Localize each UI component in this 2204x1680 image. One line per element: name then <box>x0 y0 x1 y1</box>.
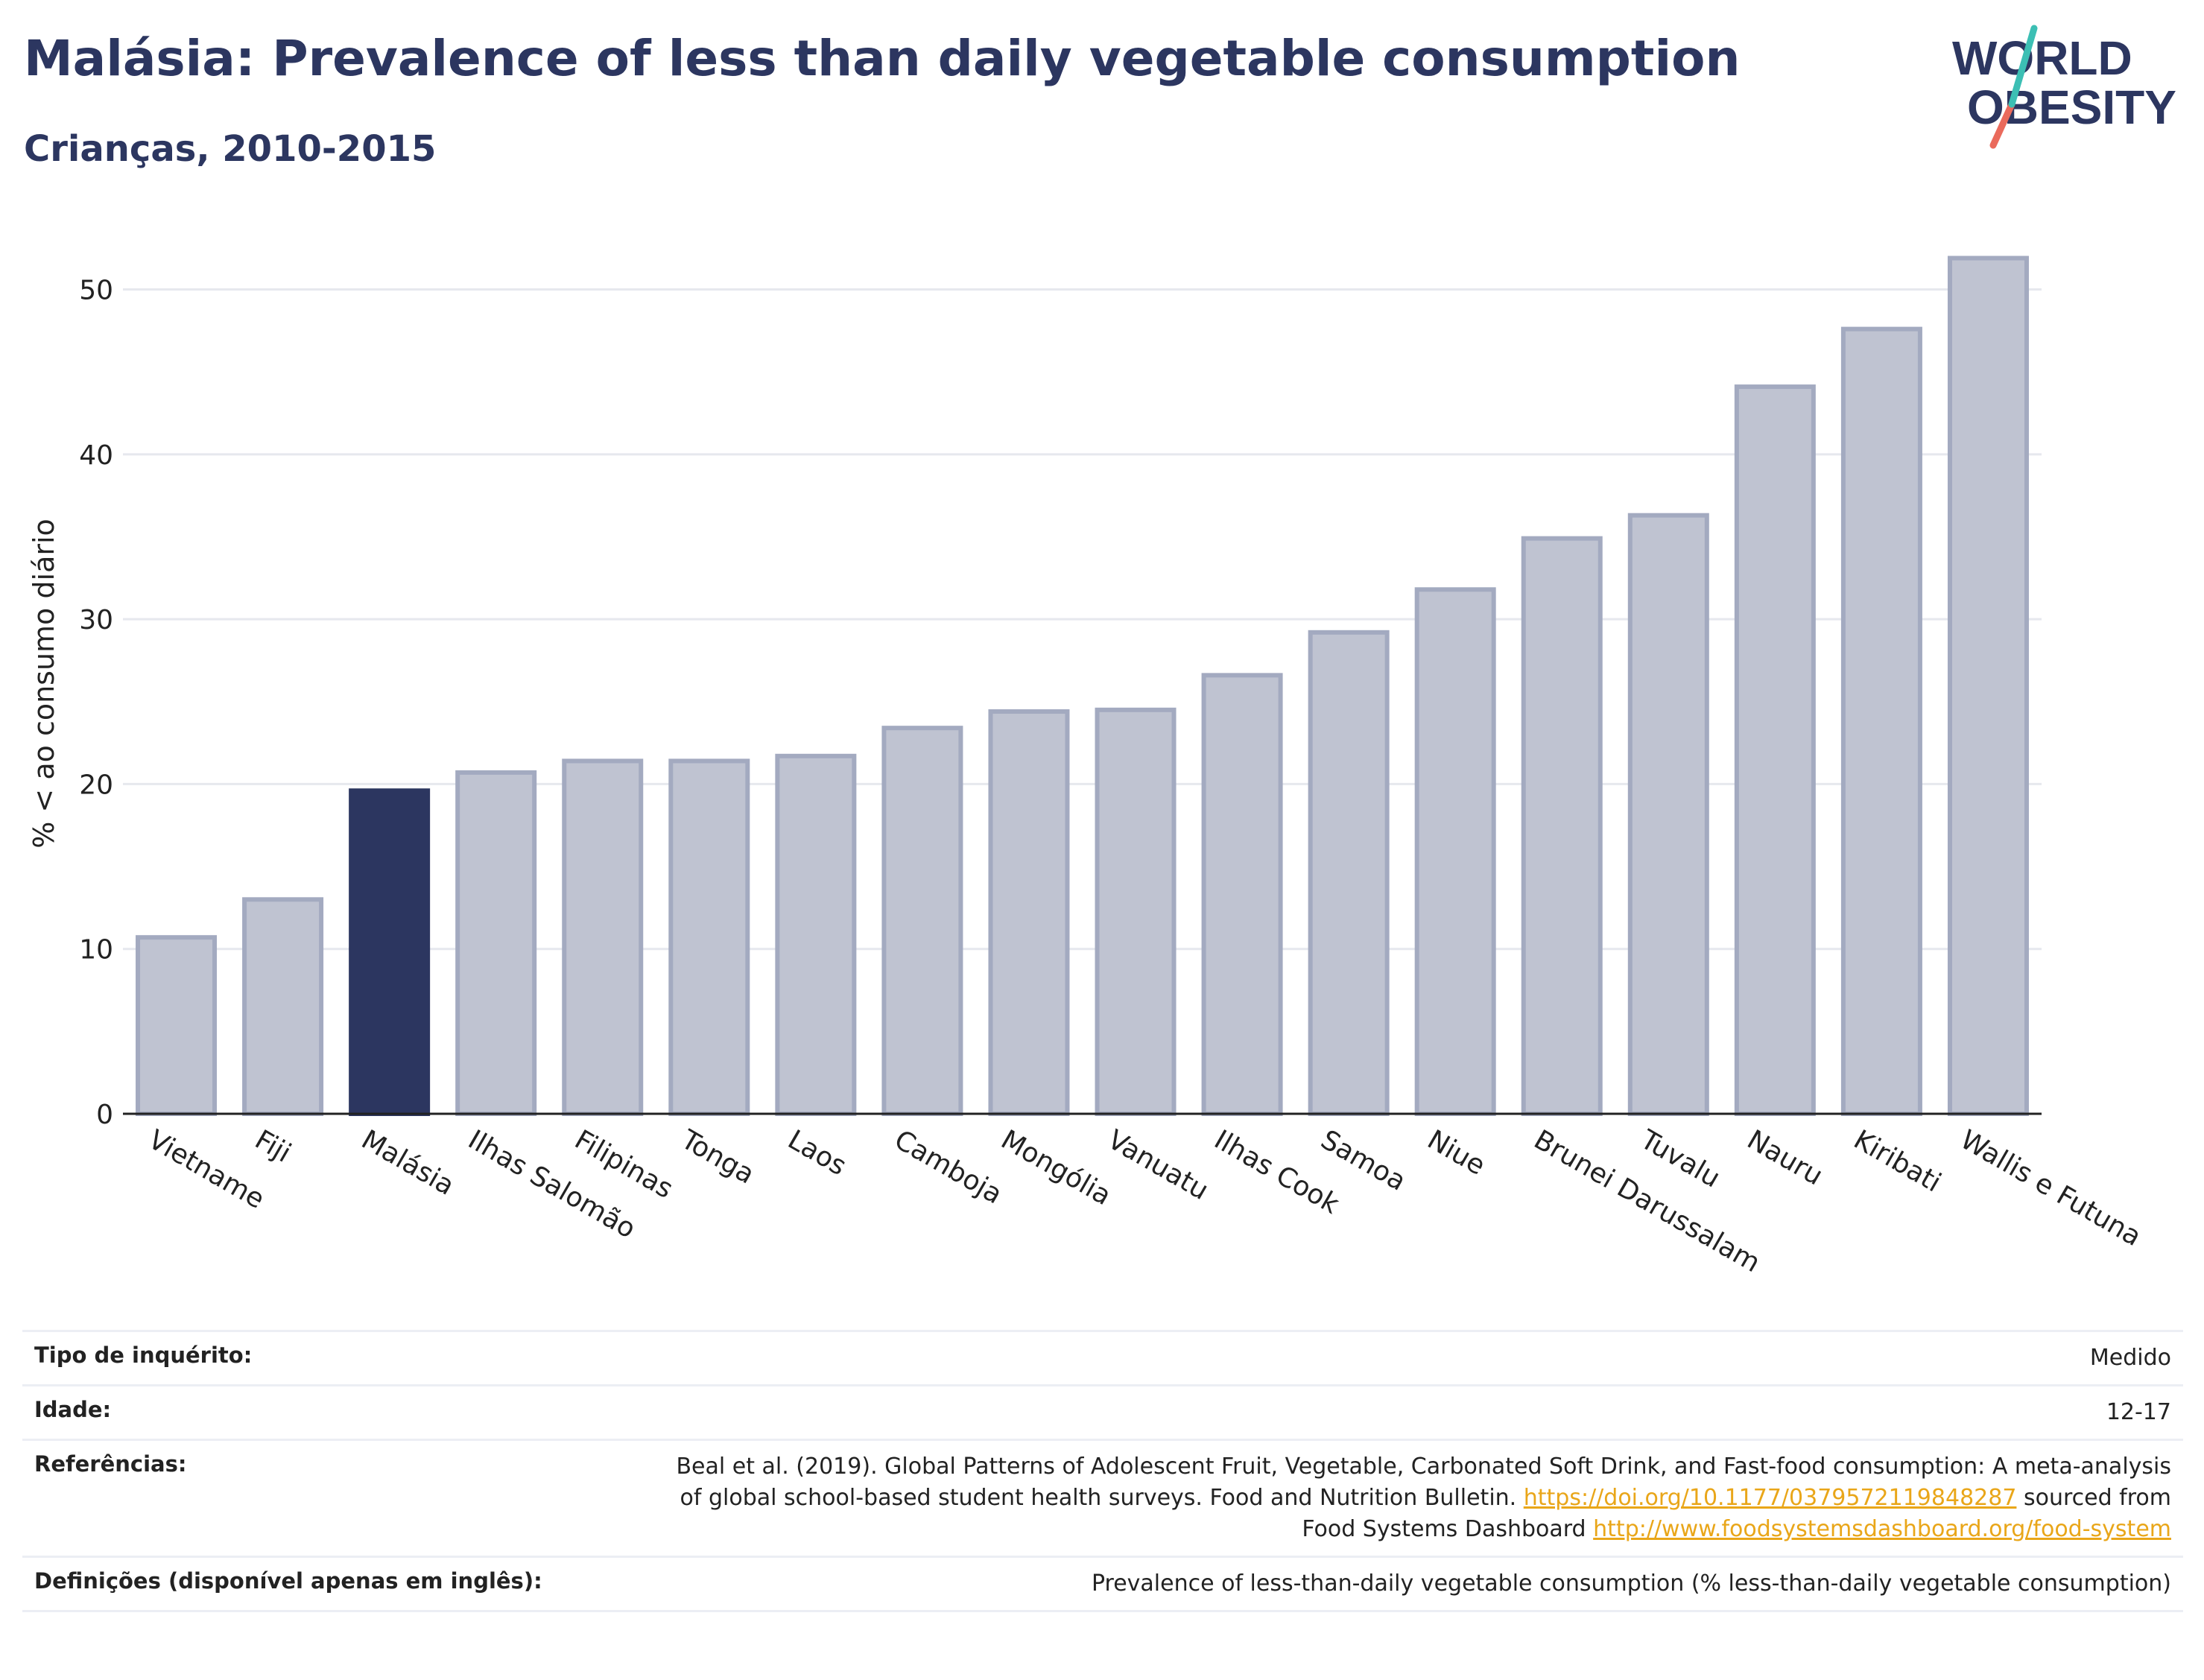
y-tick-label: 0 <box>96 1100 113 1130</box>
bar <box>1627 513 1709 1116</box>
logo-slash-red <box>1989 101 2015 149</box>
bar <box>349 788 431 1117</box>
references-text-3: sourced from <box>2023 1485 2171 1511</box>
bar <box>1201 673 1283 1116</box>
chart-title: Malásia: Prevalence of less than daily v… <box>24 30 1741 87</box>
references-value: Beal et al. (2019). Global Patterns of A… <box>615 1451 2183 1545</box>
x-tick-label: Malásia <box>356 1124 459 1202</box>
x-tick-label: Fiji <box>250 1124 296 1169</box>
bar <box>1947 256 2029 1117</box>
doi-link[interactable]: https://doi.org/10.1177/0379572119848287 <box>1523 1485 2017 1511</box>
y-axis-ticks: 0 10 20 30 40 50 <box>79 276 113 1130</box>
info-row-age: Idade: 12-17 <box>22 1384 2183 1439</box>
y-tick-label: 40 <box>79 440 113 471</box>
y-tick-label: 20 <box>79 770 113 800</box>
bar <box>1734 384 1816 1116</box>
age-label: Idade: <box>34 1397 112 1422</box>
x-tick-label: Laos <box>782 1124 851 1182</box>
definitions-label: Definições (disponível apenas em inglês)… <box>34 1568 542 1594</box>
bar <box>136 935 218 1117</box>
info-table: Tipo de inquérito: Medido Idade: 12-17 R… <box>22 1330 2183 1612</box>
bar <box>1095 707 1177 1116</box>
bar <box>242 897 324 1116</box>
references-text-4: Food Systems Dashboard <box>1302 1516 1586 1542</box>
bar <box>455 770 537 1116</box>
x-tick-label: Nauru <box>1742 1124 1828 1191</box>
survey-value: Medido <box>2089 1345 2171 1371</box>
survey-label: Tipo de inquérito: <box>34 1343 253 1368</box>
references-label: Referências: <box>34 1451 187 1477</box>
definitions-value: Prevalence of less-than-daily vegetable … <box>1091 1570 2171 1597</box>
y-axis-label: % < ao consumo diário <box>28 519 60 849</box>
references-text-2: of global school-based student health su… <box>680 1485 1517 1511</box>
info-row-definitions: Definições (disponível apenas em inglês)… <box>22 1556 2183 1612</box>
bar <box>1521 536 1603 1116</box>
x-tick-label: Tonga <box>675 1124 759 1191</box>
references-text-1: Beal et al. (2019). Global Patterns of A… <box>676 1454 2171 1480</box>
logo-slash-teal <box>2008 25 2038 108</box>
chart-subtitle: Crianças, 2010-2015 <box>24 128 437 170</box>
bar <box>1308 630 1390 1116</box>
world-obesity-logo: WORLD OBESITY <box>1952 25 2176 149</box>
food-systems-link[interactable]: http://www.foodsystemsdashboard.org/food… <box>1593 1516 2171 1542</box>
x-tick-label: Mongólia <box>995 1124 1116 1211</box>
bar <box>562 758 644 1116</box>
bars <box>136 256 2029 1117</box>
bar <box>881 726 963 1116</box>
x-tick-label: Vanuatu <box>1103 1124 1214 1206</box>
grid-lines <box>123 288 2042 951</box>
x-tick-label: Wallis e Futuna <box>1955 1124 2147 1252</box>
y-tick-label: 10 <box>79 935 113 966</box>
bar <box>988 709 1070 1116</box>
x-tick-label: Camboja <box>889 1124 1007 1210</box>
info-row-references: Referências: Beal et al. (2019). Global … <box>22 1439 2183 1556</box>
bar <box>1414 587 1496 1116</box>
x-tick-label: Kiribati <box>1849 1124 1946 1198</box>
bar <box>775 753 857 1116</box>
bar <box>668 758 750 1116</box>
x-tick-label: Vietname <box>143 1124 270 1215</box>
y-tick-label: 30 <box>79 605 113 635</box>
x-tick-label: Tuvalu <box>1635 1124 1725 1194</box>
age-value: 12-17 <box>2106 1399 2171 1425</box>
info-row-survey: Tipo de inquérito: Medido <box>22 1330 2183 1384</box>
x-tick-label: Niue <box>1422 1124 1490 1181</box>
logo-line1: WORLD <box>1952 31 2132 85</box>
bar <box>1840 326 1922 1116</box>
y-tick-label: 50 <box>79 276 113 306</box>
